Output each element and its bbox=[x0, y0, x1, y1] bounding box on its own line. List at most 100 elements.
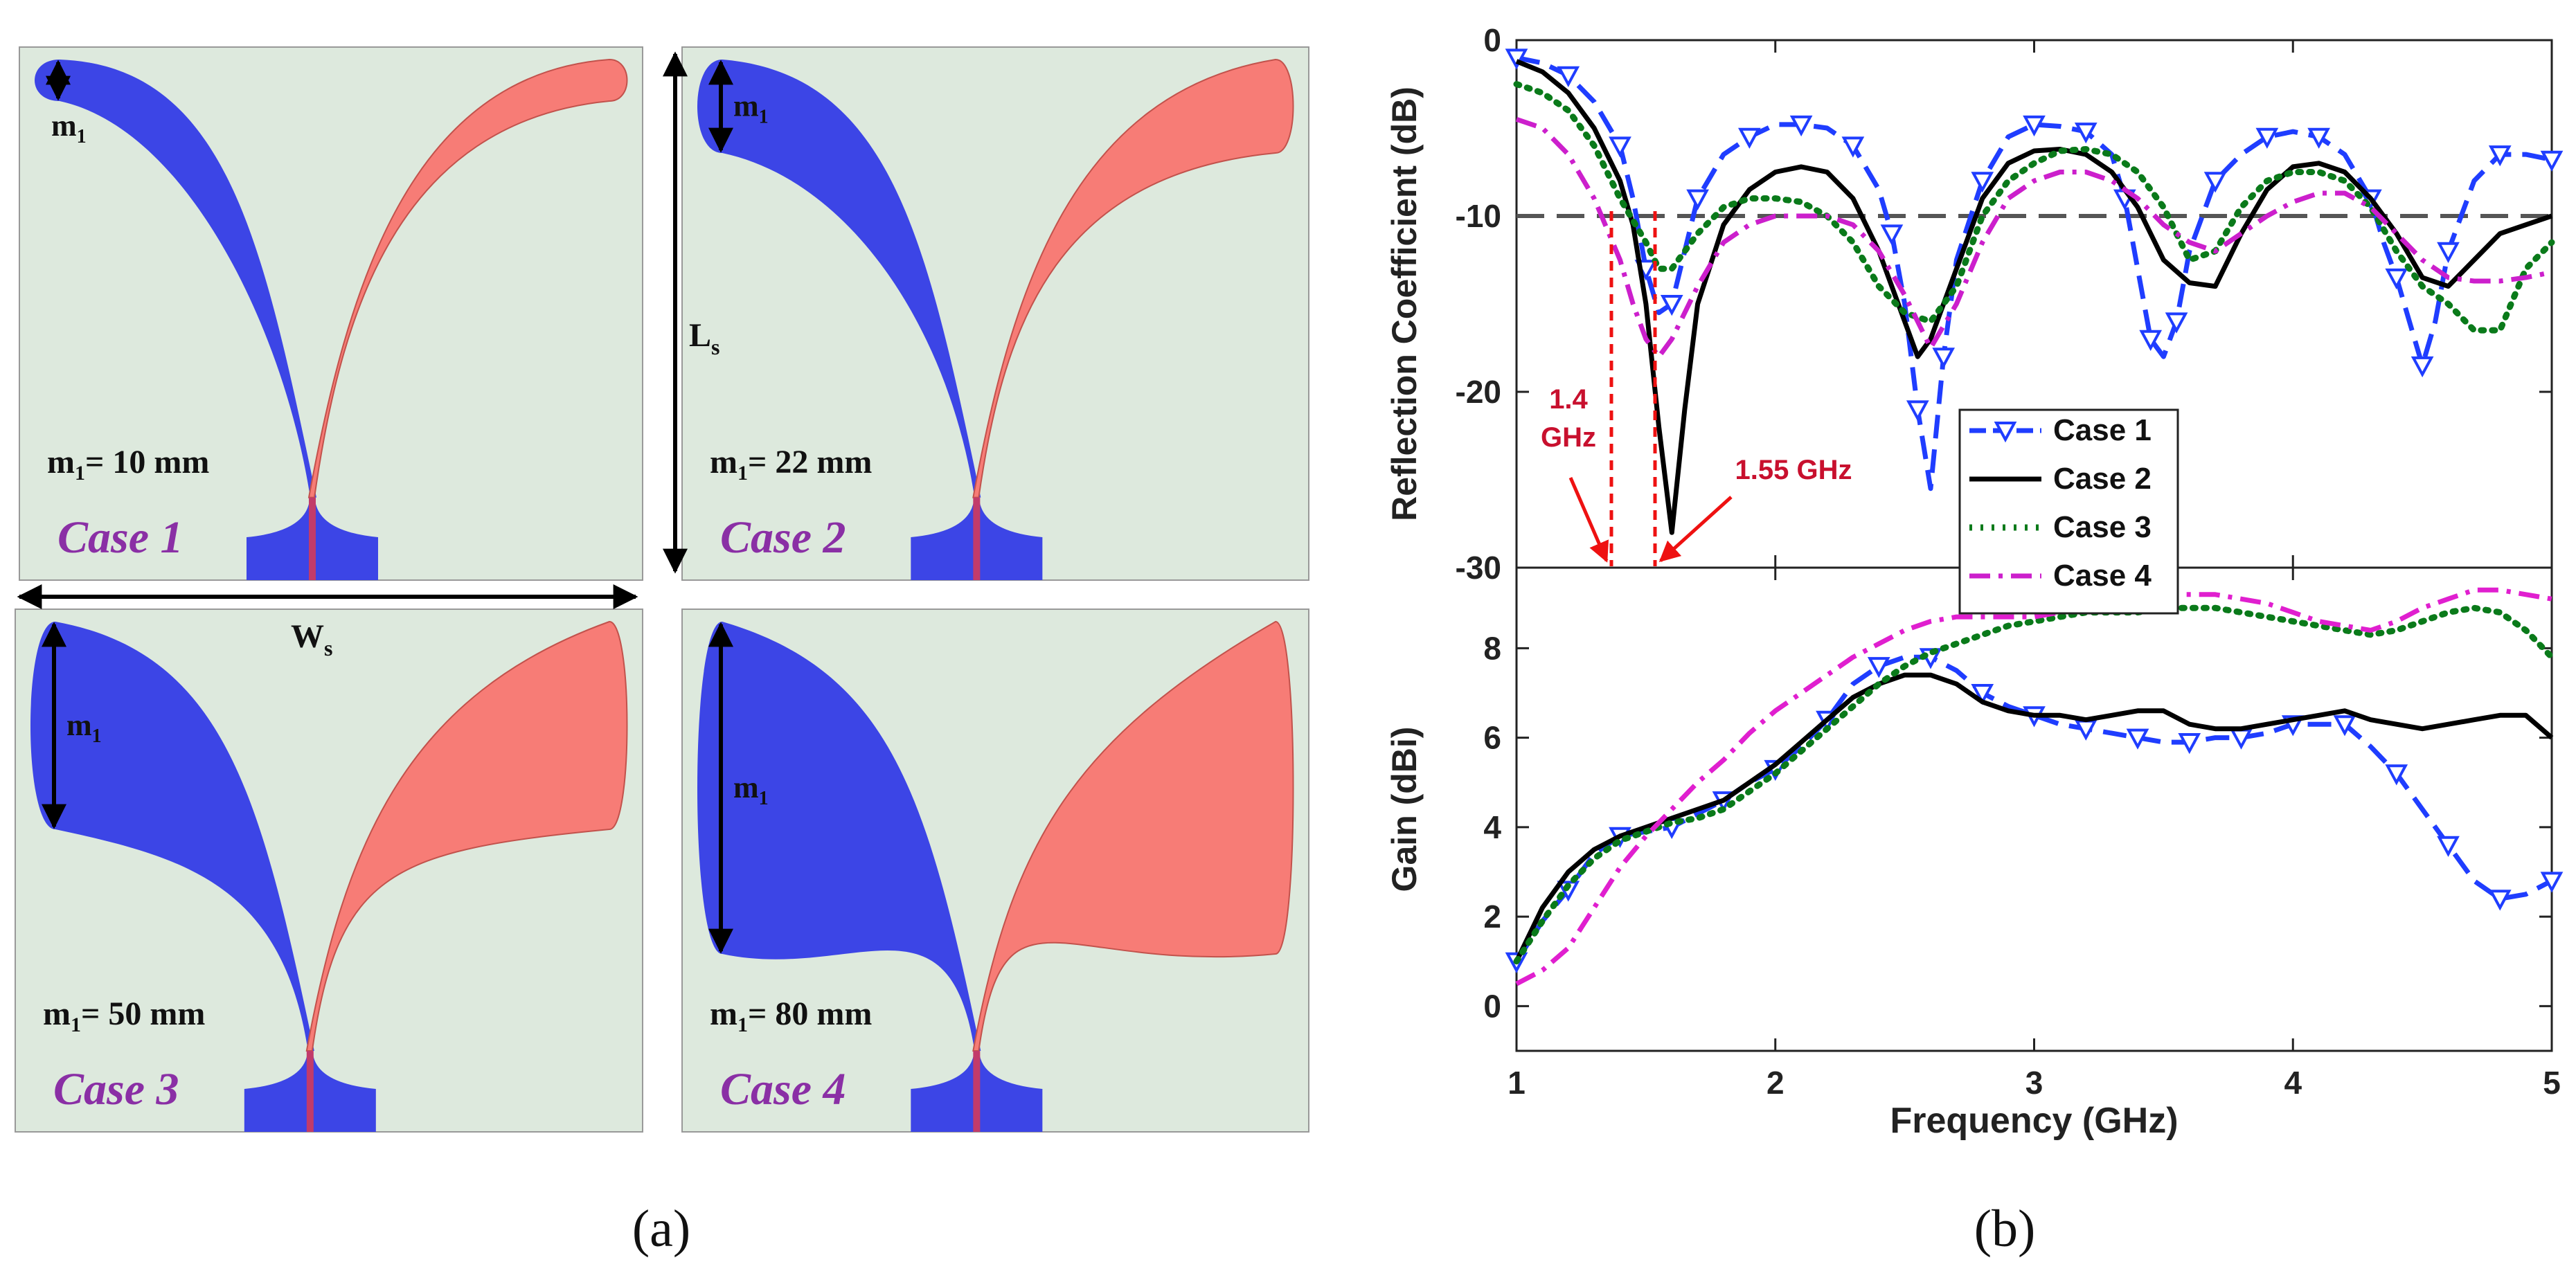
series-line-case-1 bbox=[1514, 654, 2553, 963]
series-line-case-2 bbox=[1515, 59, 2553, 535]
case-label: Case 1 bbox=[57, 512, 184, 563]
x-tick-label: 3 bbox=[2025, 1065, 2043, 1101]
ws-dimension: Ws bbox=[17, 584, 638, 660]
data-point bbox=[2437, 836, 2460, 857]
data-point bbox=[2203, 172, 2227, 193]
y-tick-label: 0 bbox=[1483, 988, 1501, 1024]
y-axis-label: Reflection Coefficient (dB) bbox=[1385, 87, 1424, 521]
data-point bbox=[2126, 728, 2149, 750]
data-point bbox=[2255, 127, 2279, 149]
ls-dimension: Ls bbox=[663, 51, 719, 574]
ws-label: Ws bbox=[291, 618, 332, 660]
feed-line bbox=[306, 1050, 314, 1132]
data-point bbox=[1971, 683, 1994, 705]
data-point bbox=[2074, 123, 2098, 144]
left-flare-arm bbox=[697, 622, 981, 1051]
left-flare-arm bbox=[30, 622, 314, 1051]
data-point bbox=[2333, 715, 2356, 737]
data-point bbox=[1609, 136, 1631, 158]
case-label: Case 2 bbox=[720, 512, 846, 563]
data-point bbox=[1789, 115, 1813, 137]
data-point bbox=[1505, 48, 1528, 70]
m1-value-text: m1= 80 mm bbox=[710, 995, 872, 1036]
f1-value: 1.4 bbox=[1549, 384, 1588, 415]
case-panel: m1 m1= 50 mm Case 3 bbox=[15, 609, 643, 1133]
series-line-case-3 bbox=[1513, 604, 2555, 965]
series-line-case-2 bbox=[1514, 672, 2554, 963]
y-tick-label: 4 bbox=[1483, 809, 1501, 845]
data-point bbox=[2488, 145, 2512, 167]
data-point bbox=[1686, 189, 1709, 210]
data-point bbox=[2540, 872, 2564, 893]
right-flare-arm bbox=[972, 620, 1294, 1052]
frequency-annotations: 1.4 GHz 1.55 GHz bbox=[1541, 211, 1852, 566]
data-point bbox=[2023, 115, 2046, 137]
data-point bbox=[2178, 733, 2201, 755]
panel-a-antenna-cases: m1 m1= 10 mm Case 1 m1 m1= 22 mm Case 2 m1 m1= … bbox=[15, 46, 1309, 1133]
data-point bbox=[1906, 400, 1929, 422]
feed-line bbox=[973, 1050, 981, 1132]
m1-value-text: m1= 50 mm bbox=[43, 995, 205, 1036]
y-tick-label: 6 bbox=[1483, 720, 1501, 756]
data-point bbox=[2385, 268, 2408, 290]
y-tick-label: 0 bbox=[1483, 22, 1501, 58]
left-flare-arm bbox=[35, 60, 316, 498]
right-flare-arm bbox=[972, 58, 1294, 498]
data-point bbox=[2410, 356, 2434, 378]
legend-label: Case 3 bbox=[2053, 510, 2152, 544]
legend-marker bbox=[1994, 422, 2017, 443]
case-panel: m1 m1= 10 mm Case 1 bbox=[19, 46, 643, 581]
x-axis-label: Frequency (GHz) bbox=[1890, 1101, 2178, 1141]
f1-unit: GHz bbox=[1541, 422, 1596, 453]
m1-value-text: m1= 10 mm bbox=[47, 444, 209, 485]
m1-dimension-label: m1 bbox=[66, 708, 102, 747]
right-flare-arm bbox=[307, 58, 628, 498]
y-tick-label: 8 bbox=[1483, 630, 1501, 666]
substrate bbox=[19, 46, 643, 581]
y-tick-label: -20 bbox=[1456, 374, 1501, 410]
data-point bbox=[1932, 348, 1956, 369]
gain-chart: 0 2 4 6 8 1 2 3 4 5 Gain (dBi) Frequency (GHz) bbox=[1385, 566, 2564, 1141]
y-axis-label: Gain (dBi) bbox=[1385, 727, 1424, 892]
f2-arrow bbox=[1658, 496, 1733, 563]
m1-dimension-label: m1 bbox=[733, 89, 769, 128]
x-tick-label: 4 bbox=[2284, 1065, 2302, 1101]
data-point bbox=[1557, 66, 1580, 87]
data-point bbox=[1660, 295, 1683, 316]
m1-dimension-label: m1 bbox=[733, 770, 769, 809]
data-point bbox=[1867, 657, 1890, 678]
y-tick-label: -10 bbox=[1456, 198, 1501, 234]
legend: Case 1 Case 2 Case 3 Case 4 bbox=[1958, 408, 2179, 615]
case-label: Case 4 bbox=[720, 1064, 846, 1115]
series-line-case-1 bbox=[1516, 55, 2552, 492]
plot-area bbox=[1515, 566, 2553, 1052]
right-flare-arm bbox=[305, 620, 628, 1052]
legend-box bbox=[1958, 408, 2179, 615]
legend-label: Case 4 bbox=[2053, 559, 2152, 593]
legend-label: Case 2 bbox=[2053, 462, 2152, 496]
f2-value: 1.55 GHz bbox=[1735, 455, 1852, 485]
data-point bbox=[1841, 136, 1865, 158]
case-panel: m1 m1= 80 mm Case 4 bbox=[681, 609, 1309, 1133]
data-point bbox=[2385, 764, 2408, 786]
m1-value-text: m1= 22 mm bbox=[710, 444, 872, 485]
legend-label: Case 1 bbox=[2053, 413, 2152, 447]
y-tick-label: -30 bbox=[1456, 550, 1501, 586]
data-point bbox=[2540, 150, 2564, 172]
data-point bbox=[1880, 224, 1904, 246]
caption-a: (a) bbox=[632, 1200, 690, 1258]
m1-dimension-label: m1 bbox=[51, 109, 87, 147]
data-point bbox=[1738, 127, 1761, 149]
feed-line bbox=[973, 497, 981, 580]
data-point bbox=[2139, 330, 2163, 351]
x-tick-label: 2 bbox=[1766, 1065, 1785, 1101]
x-tick-label: 1 bbox=[1508, 1065, 1526, 1101]
f1-arrow bbox=[1568, 477, 1609, 563]
caption-b: (b) bbox=[1974, 1200, 2036, 1258]
data-point bbox=[2165, 312, 2188, 334]
data-point bbox=[1971, 172, 1994, 193]
data-point bbox=[2488, 890, 2512, 911]
ls-label: Ls bbox=[689, 317, 719, 359]
data-point bbox=[2437, 242, 2460, 263]
